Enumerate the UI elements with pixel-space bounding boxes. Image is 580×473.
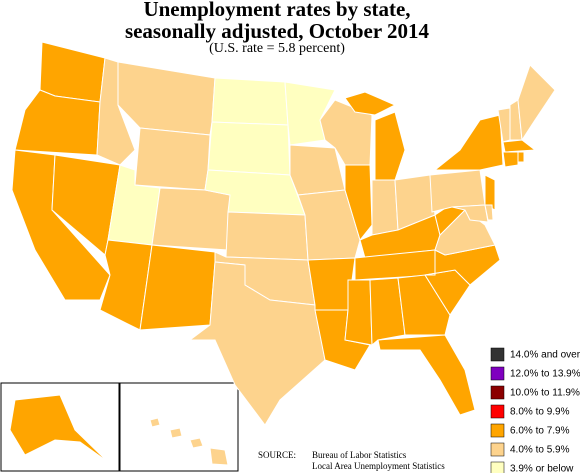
state <box>502 151 519 168</box>
legend-swatch <box>490 461 505 473</box>
subtitle: (U.S. rate = 5.8 percent) <box>209 41 345 56</box>
state <box>9 394 109 463</box>
state <box>517 64 556 142</box>
legend-swatch <box>490 366 505 381</box>
legend-label: 12.0% to 13.9% <box>510 369 580 380</box>
state <box>149 417 229 466</box>
legend-label: 3.9% or below <box>510 464 574 473</box>
state <box>344 164 373 242</box>
title-line: seasonally adjusted, October 2014 <box>125 19 430 43</box>
legend-swatch <box>490 442 505 457</box>
state <box>207 121 291 176</box>
legend-label: 8.0% to 9.9% <box>510 407 570 418</box>
state <box>397 274 451 336</box>
state <box>39 41 106 103</box>
legend-swatch <box>490 347 505 362</box>
legend: 14.0% and over 12.0% to 13.9% 10.0% to 11.… <box>490 347 580 473</box>
state <box>188 261 326 426</box>
state <box>484 174 496 211</box>
state <box>344 91 406 181</box>
state <box>517 151 525 163</box>
state <box>371 179 399 236</box>
state <box>139 244 216 331</box>
state <box>377 334 476 416</box>
states <box>9 41 556 466</box>
state <box>225 211 309 261</box>
legend-swatch <box>490 385 505 400</box>
legend-label: 4.0% to 5.9% <box>510 445 570 456</box>
title-line: Unemployment rates by state, <box>143 0 410 21</box>
source-line: Local Area Unemployment Statistics <box>312 461 445 471</box>
legend-label: 10.0% to 11.9% <box>510 388 580 399</box>
state <box>134 127 211 191</box>
state <box>451 204 489 223</box>
legend-label: 6.0% to 7.9% <box>510 426 570 437</box>
source-line: Bureau of Labor Statistics <box>312 450 407 460</box>
state <box>344 279 373 346</box>
inset-frame <box>0 382 120 472</box>
state <box>117 61 216 136</box>
state <box>289 144 346 196</box>
state <box>502 139 537 153</box>
inset-frame <box>119 382 239 472</box>
state <box>211 77 289 126</box>
source-label: SOURCE: <box>258 450 296 460</box>
legend-swatch <box>490 423 505 438</box>
legend-swatch <box>490 404 505 419</box>
state <box>151 187 231 251</box>
legend-label: 14.0% and over <box>510 350 580 361</box>
state <box>369 277 406 347</box>
state <box>484 204 494 221</box>
state <box>433 114 504 171</box>
